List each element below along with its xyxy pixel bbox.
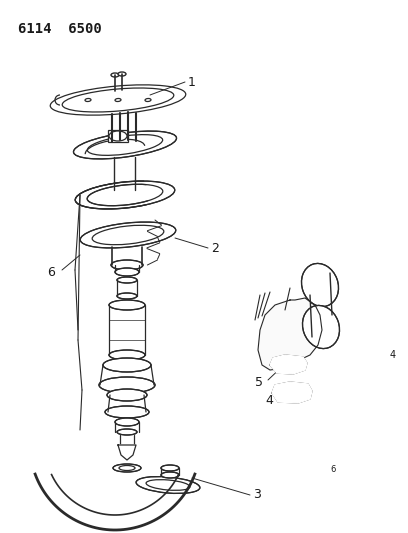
Text: 4: 4: [265, 394, 273, 408]
Ellipse shape: [73, 131, 177, 159]
Ellipse shape: [117, 293, 137, 299]
Ellipse shape: [115, 268, 139, 276]
Ellipse shape: [75, 181, 175, 209]
Text: 6: 6: [47, 265, 55, 279]
Text: 3: 3: [253, 489, 261, 502]
Ellipse shape: [111, 73, 119, 77]
Polygon shape: [118, 445, 136, 460]
Ellipse shape: [302, 305, 339, 349]
Ellipse shape: [109, 350, 145, 360]
Ellipse shape: [161, 472, 179, 478]
Ellipse shape: [109, 131, 127, 141]
Text: 5: 5: [255, 376, 263, 390]
Ellipse shape: [115, 418, 139, 426]
Ellipse shape: [111, 260, 143, 270]
Ellipse shape: [105, 406, 149, 418]
Ellipse shape: [136, 477, 200, 494]
Ellipse shape: [109, 300, 145, 310]
FancyBboxPatch shape: [108, 130, 128, 142]
Ellipse shape: [117, 277, 137, 283]
Polygon shape: [272, 382, 312, 403]
Text: 4: 4: [390, 350, 396, 360]
Ellipse shape: [103, 358, 151, 372]
Text: 2: 2: [211, 241, 219, 254]
Ellipse shape: [107, 389, 147, 401]
Text: 1: 1: [188, 76, 196, 88]
Ellipse shape: [118, 72, 126, 76]
Ellipse shape: [99, 377, 155, 393]
Text: 6: 6: [330, 465, 335, 474]
Polygon shape: [270, 355, 307, 374]
Ellipse shape: [113, 464, 141, 472]
Ellipse shape: [117, 429, 137, 435]
Ellipse shape: [80, 222, 176, 248]
Ellipse shape: [302, 263, 339, 306]
Polygon shape: [258, 298, 322, 370]
Ellipse shape: [161, 465, 179, 471]
Text: 6114  6500: 6114 6500: [18, 22, 102, 36]
